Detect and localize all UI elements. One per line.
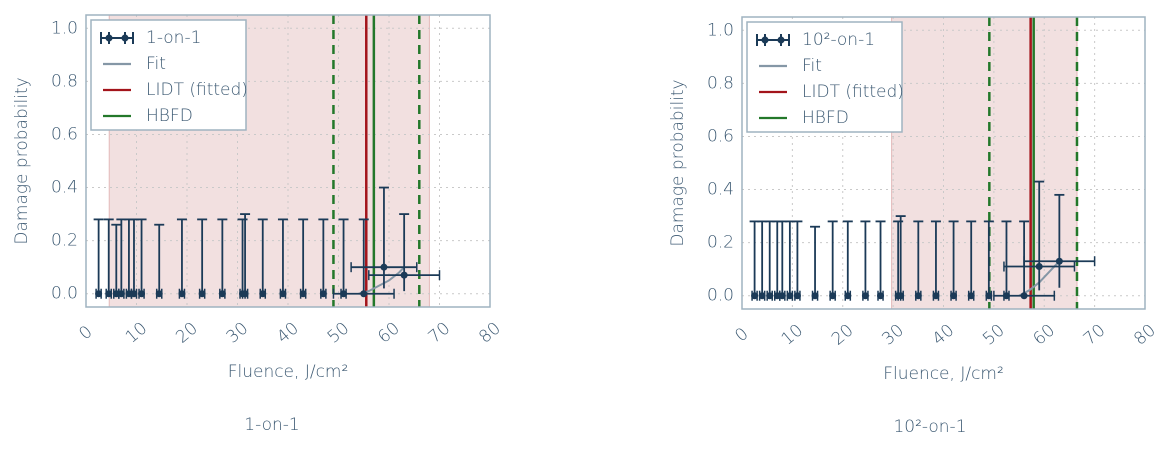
point	[112, 290, 120, 298]
lidt-region	[891, 16, 1078, 310]
point	[793, 292, 801, 300]
y-tick-label: 1.0	[51, 18, 78, 38]
x-tick-label: 80	[475, 318, 504, 347]
point	[117, 290, 125, 298]
point	[773, 292, 781, 300]
x-tick-label: 20	[828, 320, 857, 349]
x-tick-label: 30	[223, 318, 252, 347]
y-axis-label: Damage probability	[668, 79, 688, 246]
point	[811, 292, 819, 300]
point	[125, 290, 133, 298]
legend-label: HBFD	[146, 106, 193, 126]
legend-label: 10²-on-1	[802, 30, 875, 50]
x-tick-label: 80	[1130, 320, 1159, 349]
x-tick-label: 60	[1030, 320, 1059, 349]
point	[241, 290, 249, 298]
point	[319, 290, 327, 298]
x-tick-label: 0	[731, 324, 752, 346]
point	[897, 292, 905, 300]
legend-label: LIDT (fitted)	[802, 82, 904, 102]
y-tick-label: 0.8	[51, 71, 78, 91]
point	[786, 292, 794, 300]
y-axis-label: Damage probability	[12, 77, 32, 244]
legend-key	[761, 36, 769, 44]
y-tick-label: 0.2	[51, 231, 78, 251]
y-tick-label: 0.6	[707, 126, 734, 146]
x-tick-label: 60	[374, 318, 403, 347]
legend-key	[777, 36, 785, 44]
x-tick-label: 0	[75, 322, 96, 344]
x-tick-label: 70	[425, 318, 454, 347]
point	[138, 290, 146, 298]
point	[259, 290, 267, 298]
y-tick-label: 0.0	[707, 286, 734, 306]
x-axis-label: Fluence, J/cm²	[228, 362, 349, 382]
point	[218, 290, 226, 298]
point	[967, 292, 975, 300]
x-tick-label: 40	[273, 318, 302, 347]
point	[299, 290, 307, 298]
y-tick-label: 0.0	[51, 284, 78, 304]
legend-label: LIDT (fitted)	[146, 80, 248, 100]
point	[95, 290, 103, 298]
x-tick-label: 70	[1080, 320, 1109, 349]
y-tick-label: 0.8	[707, 73, 734, 93]
point	[130, 290, 138, 298]
point	[279, 290, 287, 298]
y-tick-label: 0.2	[707, 233, 734, 253]
subplot: 0 10 20 30 40 50 60 70 80 0.0 0.2 0.4 0.6 0.8 1.0 1-on-…	[12, 14, 505, 435]
point	[932, 292, 940, 300]
point	[950, 292, 958, 300]
y-tick-label: 0.6	[51, 124, 78, 144]
legend-key	[121, 34, 129, 42]
legend-label: Fit	[802, 56, 822, 76]
point	[778, 292, 786, 300]
x-tick-label: 50	[979, 320, 1008, 349]
x-tick-label: 50	[324, 318, 353, 347]
point	[844, 292, 852, 300]
x-tick-label: 10	[778, 320, 807, 349]
point	[1035, 263, 1043, 271]
y-tick-label: 1.0	[707, 20, 734, 40]
legend-label: 1-on-1	[146, 28, 201, 48]
point	[400, 271, 408, 279]
point	[360, 290, 368, 298]
point	[155, 290, 163, 298]
point	[178, 290, 186, 298]
point	[985, 292, 993, 300]
y-tick-label: 0.4	[707, 180, 734, 200]
point	[758, 292, 766, 300]
point	[861, 292, 869, 300]
axes-frame	[741, 16, 1146, 310]
x-tick-label: 30	[878, 320, 907, 349]
point	[877, 292, 885, 300]
point	[766, 292, 774, 300]
legend-key	[105, 34, 113, 42]
x-tick-label: 20	[172, 318, 201, 347]
point	[1020, 292, 1028, 300]
point	[198, 290, 206, 298]
x-tick-label: 40	[929, 320, 958, 349]
point	[1055, 257, 1063, 265]
point	[829, 292, 837, 300]
point	[380, 263, 388, 271]
point	[105, 290, 113, 298]
point	[751, 292, 759, 300]
legend-label: HBFD	[802, 108, 849, 128]
x-tick-label: 10	[122, 318, 151, 347]
legend-label: Fit	[146, 54, 166, 74]
caption: 10²-on-1	[893, 417, 966, 437]
caption: 1-on-1	[244, 415, 299, 435]
point	[914, 292, 922, 300]
subplot: 0 10 20 30 40 50 60 70 80 0.0 0.2 0.4 0.6 0.8 1.0 10²-o…	[668, 16, 1160, 437]
axes-frame	[85, 14, 491, 308]
y-tick-label: 0.4	[51, 178, 78, 198]
x-axis-label: Fluence, J/cm²	[883, 364, 1004, 384]
